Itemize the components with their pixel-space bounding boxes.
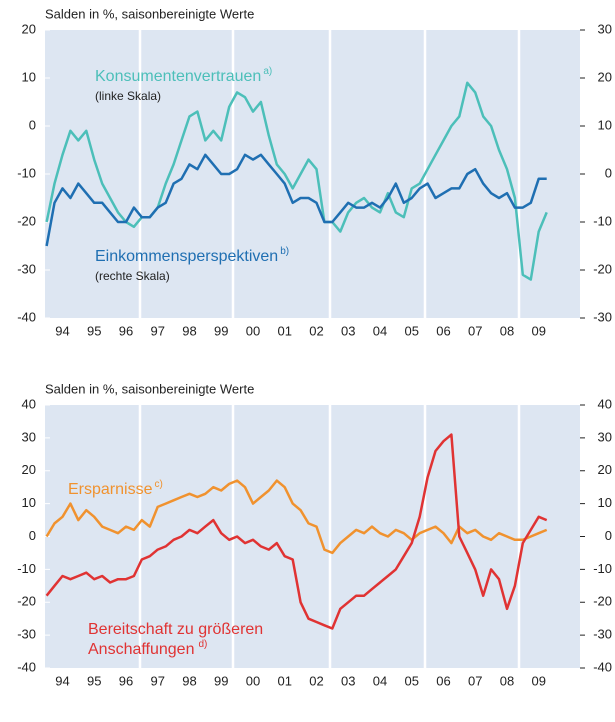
y-tick-label: -40 — [17, 659, 36, 674]
y-tick-label: -10 — [17, 561, 36, 576]
y-tick-label: 10 — [22, 69, 36, 84]
y-tick-label: -40 — [17, 309, 36, 324]
x-tick-label: 97 — [150, 323, 164, 338]
annotation: Einkommensperspektiven b) — [95, 246, 289, 266]
annotation-sub: (rechte Skala) — [95, 269, 170, 283]
x-tick-label: 07 — [468, 673, 482, 688]
y-tick-label: -20 — [17, 594, 36, 609]
y-tick-label: 40 — [22, 396, 36, 411]
x-tick-label: 04 — [373, 323, 387, 338]
x-tick-label: 09 — [531, 673, 545, 688]
x-tick-label: 99 — [214, 323, 228, 338]
annotation-sub: (linke Skala) — [95, 89, 161, 103]
annotation: Bereitschaft zu größeren — [88, 621, 263, 638]
y2-tick-label: -20 — [593, 261, 612, 276]
annotation: Anschaffungen d) — [88, 639, 207, 659]
x-tick-label: 06 — [436, 323, 450, 338]
x-tick-label: 01 — [277, 323, 291, 338]
x-tick-label: 03 — [341, 323, 355, 338]
data-line — [45, 153, 547, 247]
annotation-text: Anschaffungen — [88, 641, 194, 658]
x-tick-label: 04 — [373, 673, 387, 688]
x-tick-label: 97 — [150, 673, 164, 688]
y-tick-label: 0 — [29, 117, 36, 132]
y2-tick-label: 20 — [598, 462, 612, 477]
y2-tick-label: -30 — [593, 627, 612, 642]
x-tick-label: 03 — [341, 673, 355, 688]
y2-tick-label: 10 — [598, 495, 612, 510]
x-tick-label: 99 — [214, 673, 228, 688]
x-tick-label: 98 — [182, 673, 196, 688]
annotation-text: Bereitschaft zu größeren — [88, 621, 263, 638]
x-tick-label: 05 — [404, 673, 418, 688]
annotation-note: b) — [280, 246, 289, 257]
x-tick-label: 05 — [404, 323, 418, 338]
x-tick-label: 08 — [500, 673, 514, 688]
y-tick-label: 0 — [29, 528, 36, 543]
y-tick-label: -30 — [17, 261, 36, 276]
x-tick-label: 00 — [246, 323, 260, 338]
annotation-text: Ersparnisse — [68, 481, 153, 498]
annotation-text: Konsumentenvertrauen — [95, 68, 261, 85]
data-line — [45, 479, 548, 555]
data-line — [45, 433, 548, 630]
plot-background — [45, 30, 580, 318]
y2-tick-label: 30 — [598, 429, 612, 444]
x-tick-label: 95 — [87, 673, 101, 688]
annotation-note: a) — [263, 66, 272, 77]
annotation-text: Einkommensperspektiven — [95, 248, 278, 265]
y2-tick-label: -20 — [593, 594, 612, 609]
x-tick-label: 02 — [309, 323, 323, 338]
y2-tick-label: 0 — [605, 165, 612, 180]
y-axis-label: Salden in %, saisonbereinigte Werte — [45, 6, 254, 21]
annotation-note: d) — [198, 639, 207, 650]
x-tick-label: 00 — [246, 673, 260, 688]
x-tick-label: 06 — [436, 673, 450, 688]
x-tick-label: 02 — [309, 673, 323, 688]
x-tick-label: 09 — [531, 323, 545, 338]
y2-tick-label: -10 — [593, 561, 612, 576]
y2-tick-label: -40 — [593, 659, 612, 674]
y2-tick-label: 40 — [598, 396, 612, 411]
annotation: Konsumentenvertrauen a) — [95, 66, 272, 86]
y-tick-label: -20 — [17, 213, 36, 228]
y-tick-label: -30 — [17, 627, 36, 642]
x-tick-label: 98 — [182, 323, 196, 338]
x-tick-label: 07 — [468, 323, 482, 338]
y-tick-label: 20 — [22, 462, 36, 477]
x-tick-label: 08 — [500, 323, 514, 338]
y2-tick-label: 10 — [598, 117, 612, 132]
x-tick-label: 96 — [119, 673, 133, 688]
x-tick-label: 95 — [87, 323, 101, 338]
y-tick-label: -10 — [17, 165, 36, 180]
x-tick-label: 01 — [277, 673, 291, 688]
data-line — [45, 81, 548, 281]
annotation-note: c) — [154, 479, 162, 490]
y2-tick-label: 30 — [598, 21, 612, 36]
y2-tick-label: -30 — [593, 309, 612, 324]
x-tick-label: 94 — [55, 323, 69, 338]
annotation: Ersparnisse c) — [68, 479, 163, 499]
x-tick-label: 94 — [55, 673, 69, 688]
y-tick-label: 10 — [22, 495, 36, 510]
y-tick-label: 20 — [22, 21, 36, 36]
y-axis-label: Salden in %, saisonbereinigte Werte — [45, 381, 254, 396]
y-tick-label: 30 — [22, 429, 36, 444]
x-tick-label: 96 — [119, 323, 133, 338]
y2-tick-label: -10 — [593, 213, 612, 228]
plot-background — [45, 405, 580, 668]
y2-tick-label: 0 — [605, 528, 612, 543]
y2-tick-label: 20 — [598, 69, 612, 84]
